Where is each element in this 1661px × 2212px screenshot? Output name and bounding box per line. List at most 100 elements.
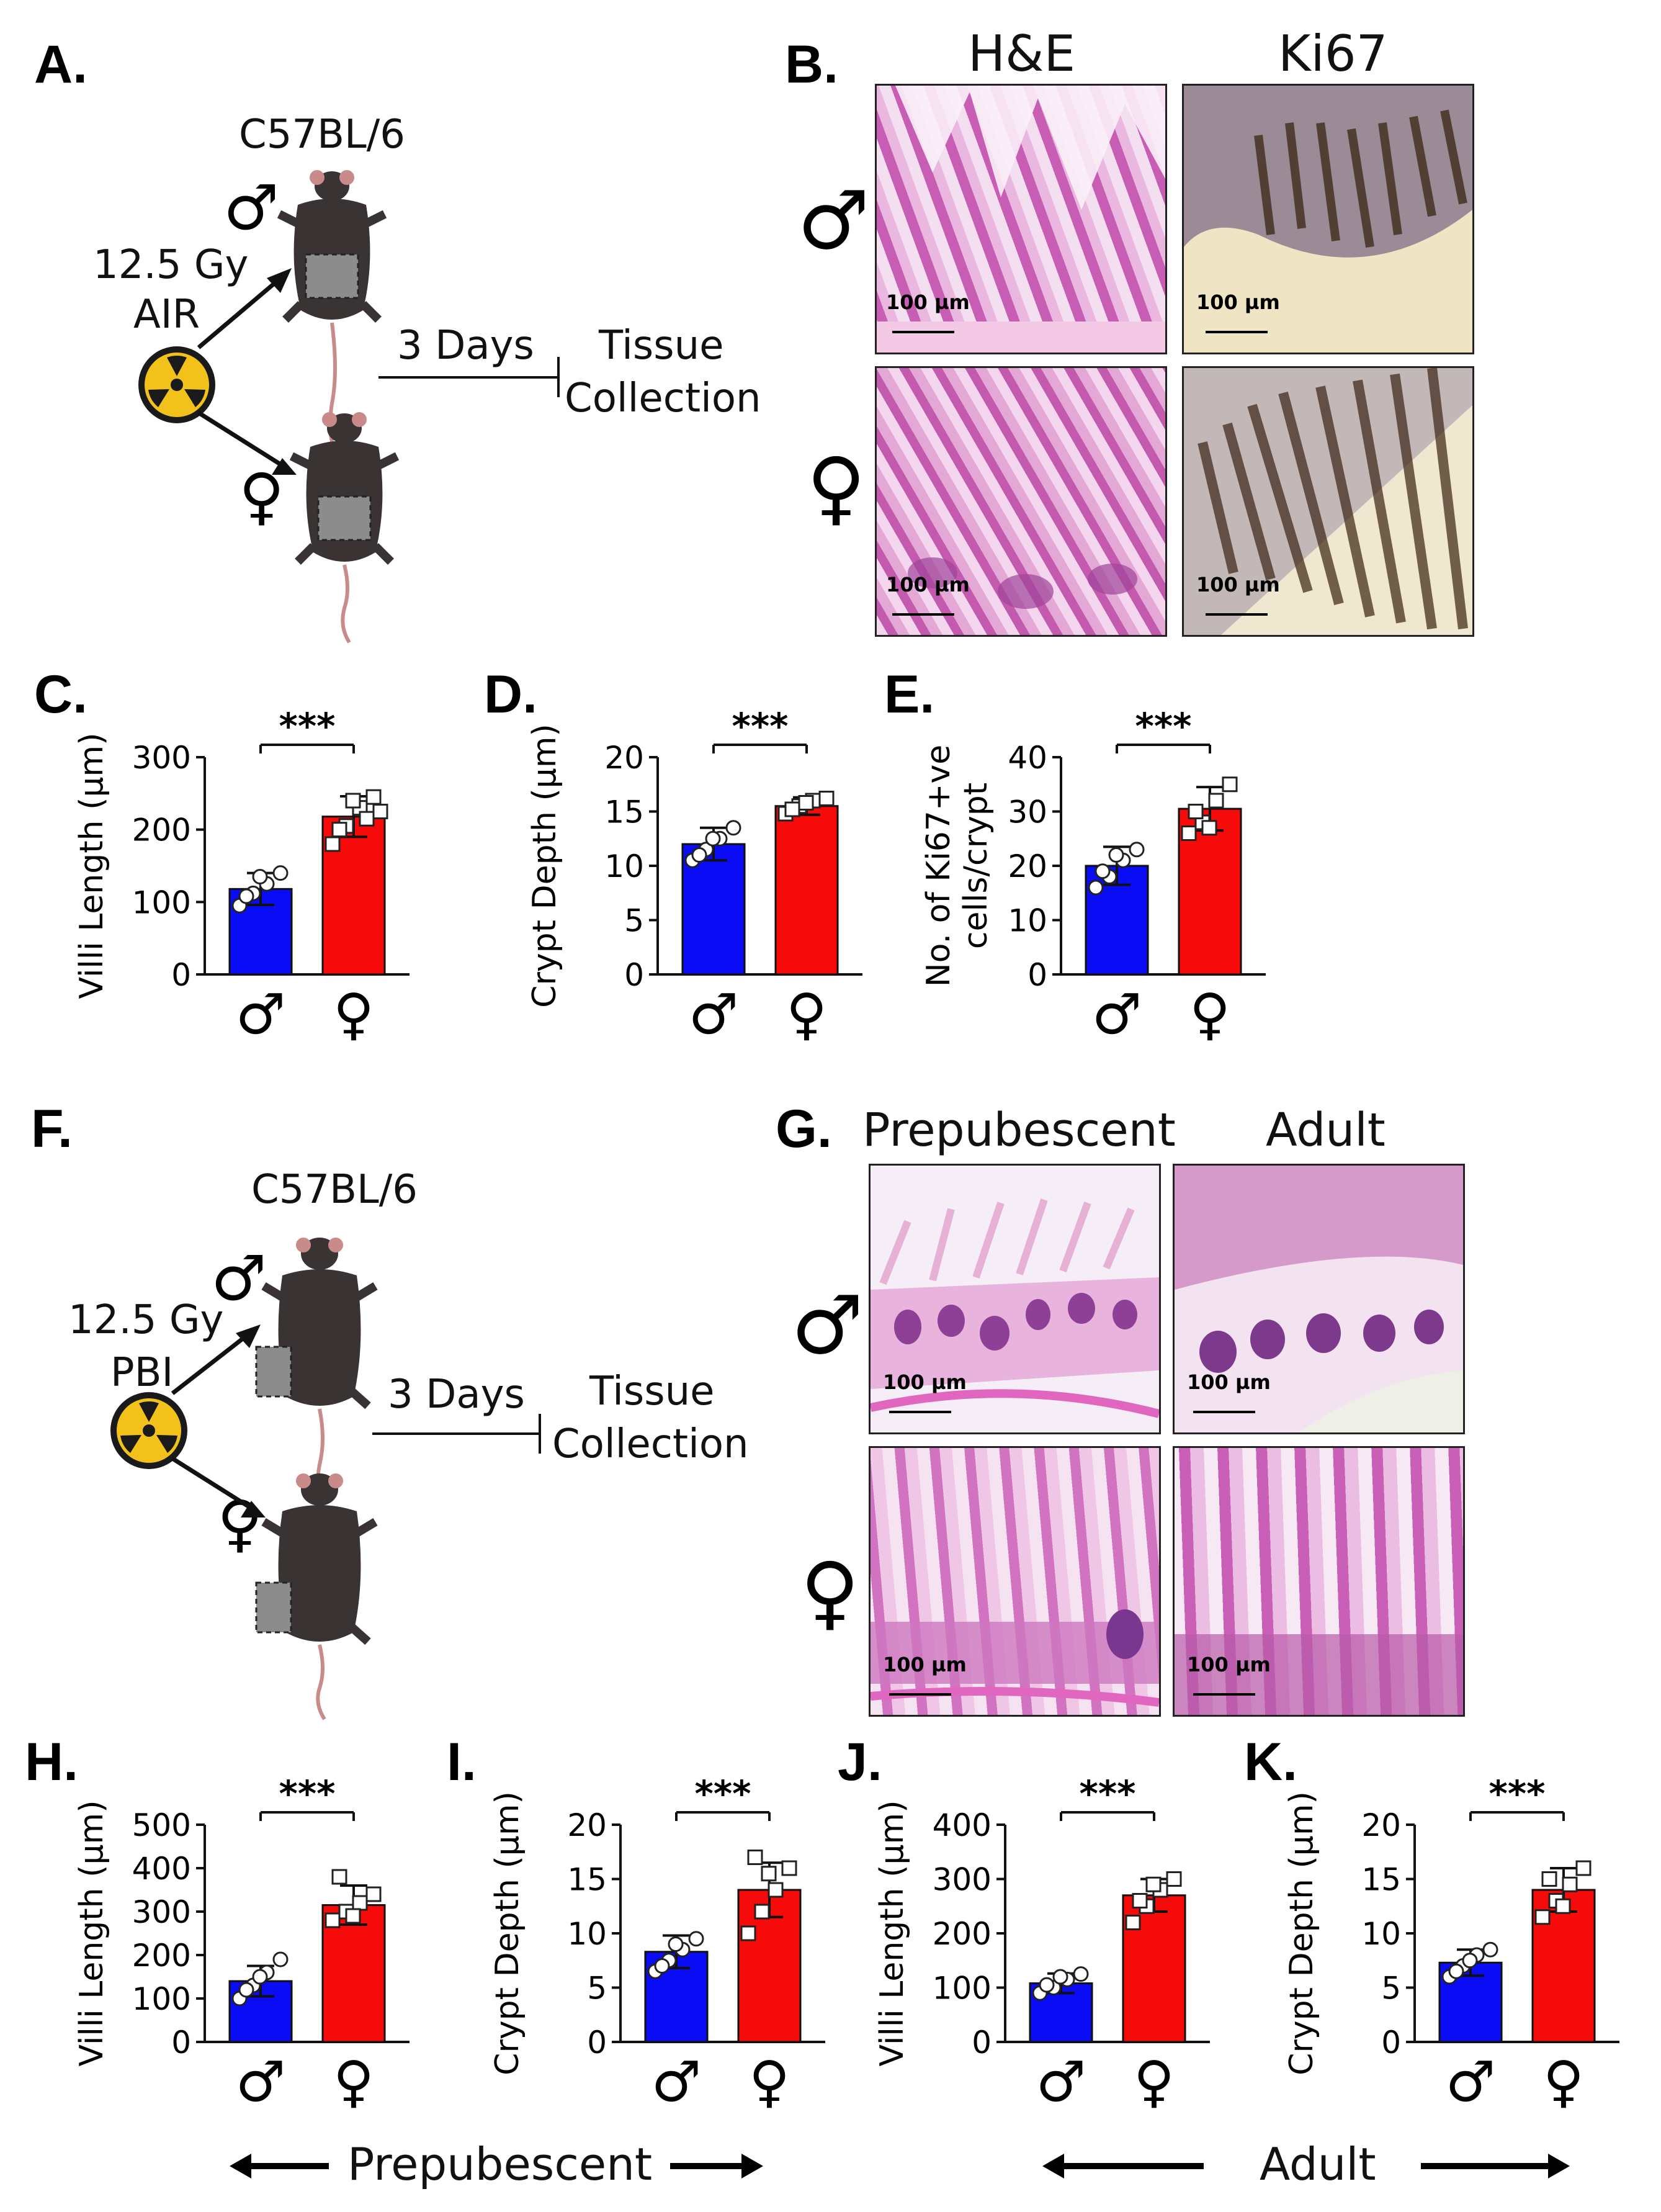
data-point-female [1222, 776, 1238, 793]
data-point-female [345, 793, 361, 809]
mouse-icon-male [255, 1238, 378, 1516]
data-point-male [1039, 1977, 1055, 1993]
data-point-female [331, 822, 347, 838]
data-point-male [272, 865, 289, 881]
panel-label-a: A. [34, 35, 87, 94]
data-point-female [747, 1850, 763, 1865]
arrow-right-adult [1421, 2154, 1570, 2178]
bottom-arrows [230, 2154, 1570, 2178]
y-tick-label: 200 [132, 1938, 191, 1974]
y-axis-label: Villi Length (µm) [874, 1801, 911, 2067]
bar-chart-i: Crypt Depth (µm) 0 5 10 15 20 ♂ ♀ *** [489, 1773, 825, 2115]
panel-label-e: E. [884, 665, 935, 724]
data-point-male [1482, 1941, 1498, 1958]
x-tick-label-male: ♂ [236, 982, 286, 1047]
histology-prepubescent-female: 100 µm [869, 1446, 1161, 1717]
y-axis-label-line: Crypt Depth (µm) [1283, 1791, 1320, 2075]
histology-he-female: 100 µm [875, 366, 1167, 637]
y-tick-label: 30 [1008, 794, 1047, 830]
x-tick-label-male: ♂ [1036, 2049, 1086, 2115]
y-tick-label: 0 [624, 957, 644, 993]
data-point-male [1073, 1966, 1089, 1982]
y-tick-label: 20 [1008, 848, 1047, 884]
y-tick-label: 0 [1027, 957, 1047, 993]
strain-label-f: C57BL/6 [251, 1167, 418, 1213]
x-tick-label-female: ♀ [1134, 2049, 1175, 2115]
y-tick-label: 200 [132, 812, 191, 848]
data-point-female [345, 1908, 361, 1924]
data-point-male [238, 888, 254, 904]
prepubescent-group-label: Prepubescent [347, 2138, 653, 2190]
female-symbol-g: ♀ [800, 1545, 860, 1639]
dose-label-f: 12.5 Gy [68, 1297, 224, 1343]
bar-chart-h: Villi Length (µm) 0 100 200 300 400 500 ♂ ♀ *** [73, 1773, 410, 2115]
scale-bar [1206, 331, 1268, 333]
histology-he-male: 100 µm [875, 84, 1167, 354]
schematic-f [110, 1238, 541, 1720]
arrow-to-female [197, 411, 297, 475]
data-point-female [365, 789, 382, 805]
outcome-label-f2: Collection [552, 1421, 749, 1467]
y-tick-label: 5 [1381, 1971, 1401, 2007]
data-point-male [252, 1969, 268, 1985]
data-point-male [1095, 863, 1111, 879]
y-tick-label: 0 [1381, 2025, 1401, 2061]
y-axis-label: No. of Ki67+ve cells/crypt [920, 745, 995, 987]
data-point-male [1052, 1969, 1068, 1985]
scale-bar [892, 331, 954, 333]
mouse-icon-female [255, 1473, 378, 1720]
data-point-female [325, 836, 341, 852]
y-tick-label: 5 [587, 1971, 607, 2007]
column-label-adult: Adult [1266, 1104, 1386, 1157]
panel-label-c: C. [34, 665, 87, 724]
outcome-label-a2: Collection [565, 375, 761, 421]
dose-label-a: 12.5 Gy [93, 242, 249, 288]
data-point-male [654, 1958, 670, 1974]
male-symbol-b: ♂ [797, 173, 870, 268]
data-point-female [1166, 1871, 1182, 1887]
bar-chart-e: No. of Ki67+ve cells/crypt 0 10 20 30 40 ♂ ♀ *** [920, 705, 1266, 1047]
data-point-male [252, 869, 268, 884]
significance-label: *** [1080, 1773, 1136, 1815]
significance-label: *** [279, 1773, 336, 1815]
scale-bar-label: 100 µm [1196, 290, 1280, 314]
y-tick-label: 500 [132, 1807, 191, 1843]
data-point-female [325, 1912, 341, 1928]
y-axis-label: Villi Length (µm) [73, 733, 110, 999]
scale-bar [889, 1411, 951, 1413]
scale-bar [1193, 1411, 1255, 1413]
significance-label: *** [695, 1773, 751, 1815]
arrow-to-female [171, 1457, 266, 1517]
arrow-to-male [197, 268, 292, 349]
y-axis-label: Crypt Depth (µm) [526, 724, 563, 1008]
y-tick-label: 5 [624, 903, 644, 939]
histology-ki67-female: 100 µm [1182, 366, 1474, 637]
data-point-female [1562, 1876, 1578, 1892]
female-symbol-a: ♀ [239, 460, 285, 533]
data-point-male [691, 847, 707, 863]
data-point-female [798, 795, 814, 811]
y-tick-label: 300 [132, 740, 191, 776]
column-label-ki67: Ki67 [1278, 25, 1388, 83]
significance-label: *** [279, 705, 336, 747]
adult-group-label: Adult [1260, 2138, 1376, 2190]
radiation-icon [110, 1392, 187, 1469]
bar-chart-k: Crypt Depth (µm) 0 5 10 15 20 ♂ ♀ *** [1283, 1773, 1619, 2115]
data-point-female [331, 1869, 347, 1885]
histology-adult-female: 100 µm [1173, 1446, 1465, 1717]
panel-label-g: G. [776, 1099, 832, 1159]
y-axis-label-line: Crypt Depth (µm) [489, 1791, 526, 2075]
data-point-male [725, 820, 741, 836]
x-tick-label-male: ♂ [1092, 982, 1142, 1047]
column-label-prepubescent: Prepubescent [862, 1104, 1176, 1157]
data-point-male [1462, 1953, 1478, 1969]
x-tick-label-female: ♀ [786, 982, 827, 1047]
y-axis-label-line: Crypt Depth (µm) [526, 724, 563, 1008]
radiation-icon [138, 346, 215, 423]
data-point-female [1132, 1893, 1148, 1909]
y-tick-label: 20 [604, 740, 644, 776]
timeline-a [378, 357, 560, 397]
y-tick-label: 200 [933, 1916, 992, 1952]
scale-bar-label: 100 µm [1196, 573, 1280, 596]
column-label-he: H&E [968, 25, 1076, 83]
